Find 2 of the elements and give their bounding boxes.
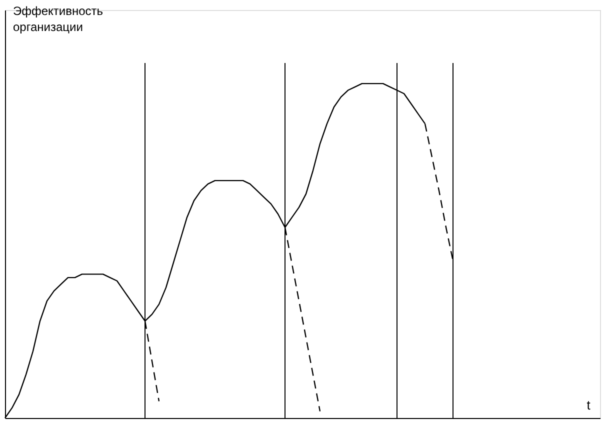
x-axis-title: t [586, 398, 591, 412]
y-axis-title: Эффективность организации [13, 4, 104, 34]
